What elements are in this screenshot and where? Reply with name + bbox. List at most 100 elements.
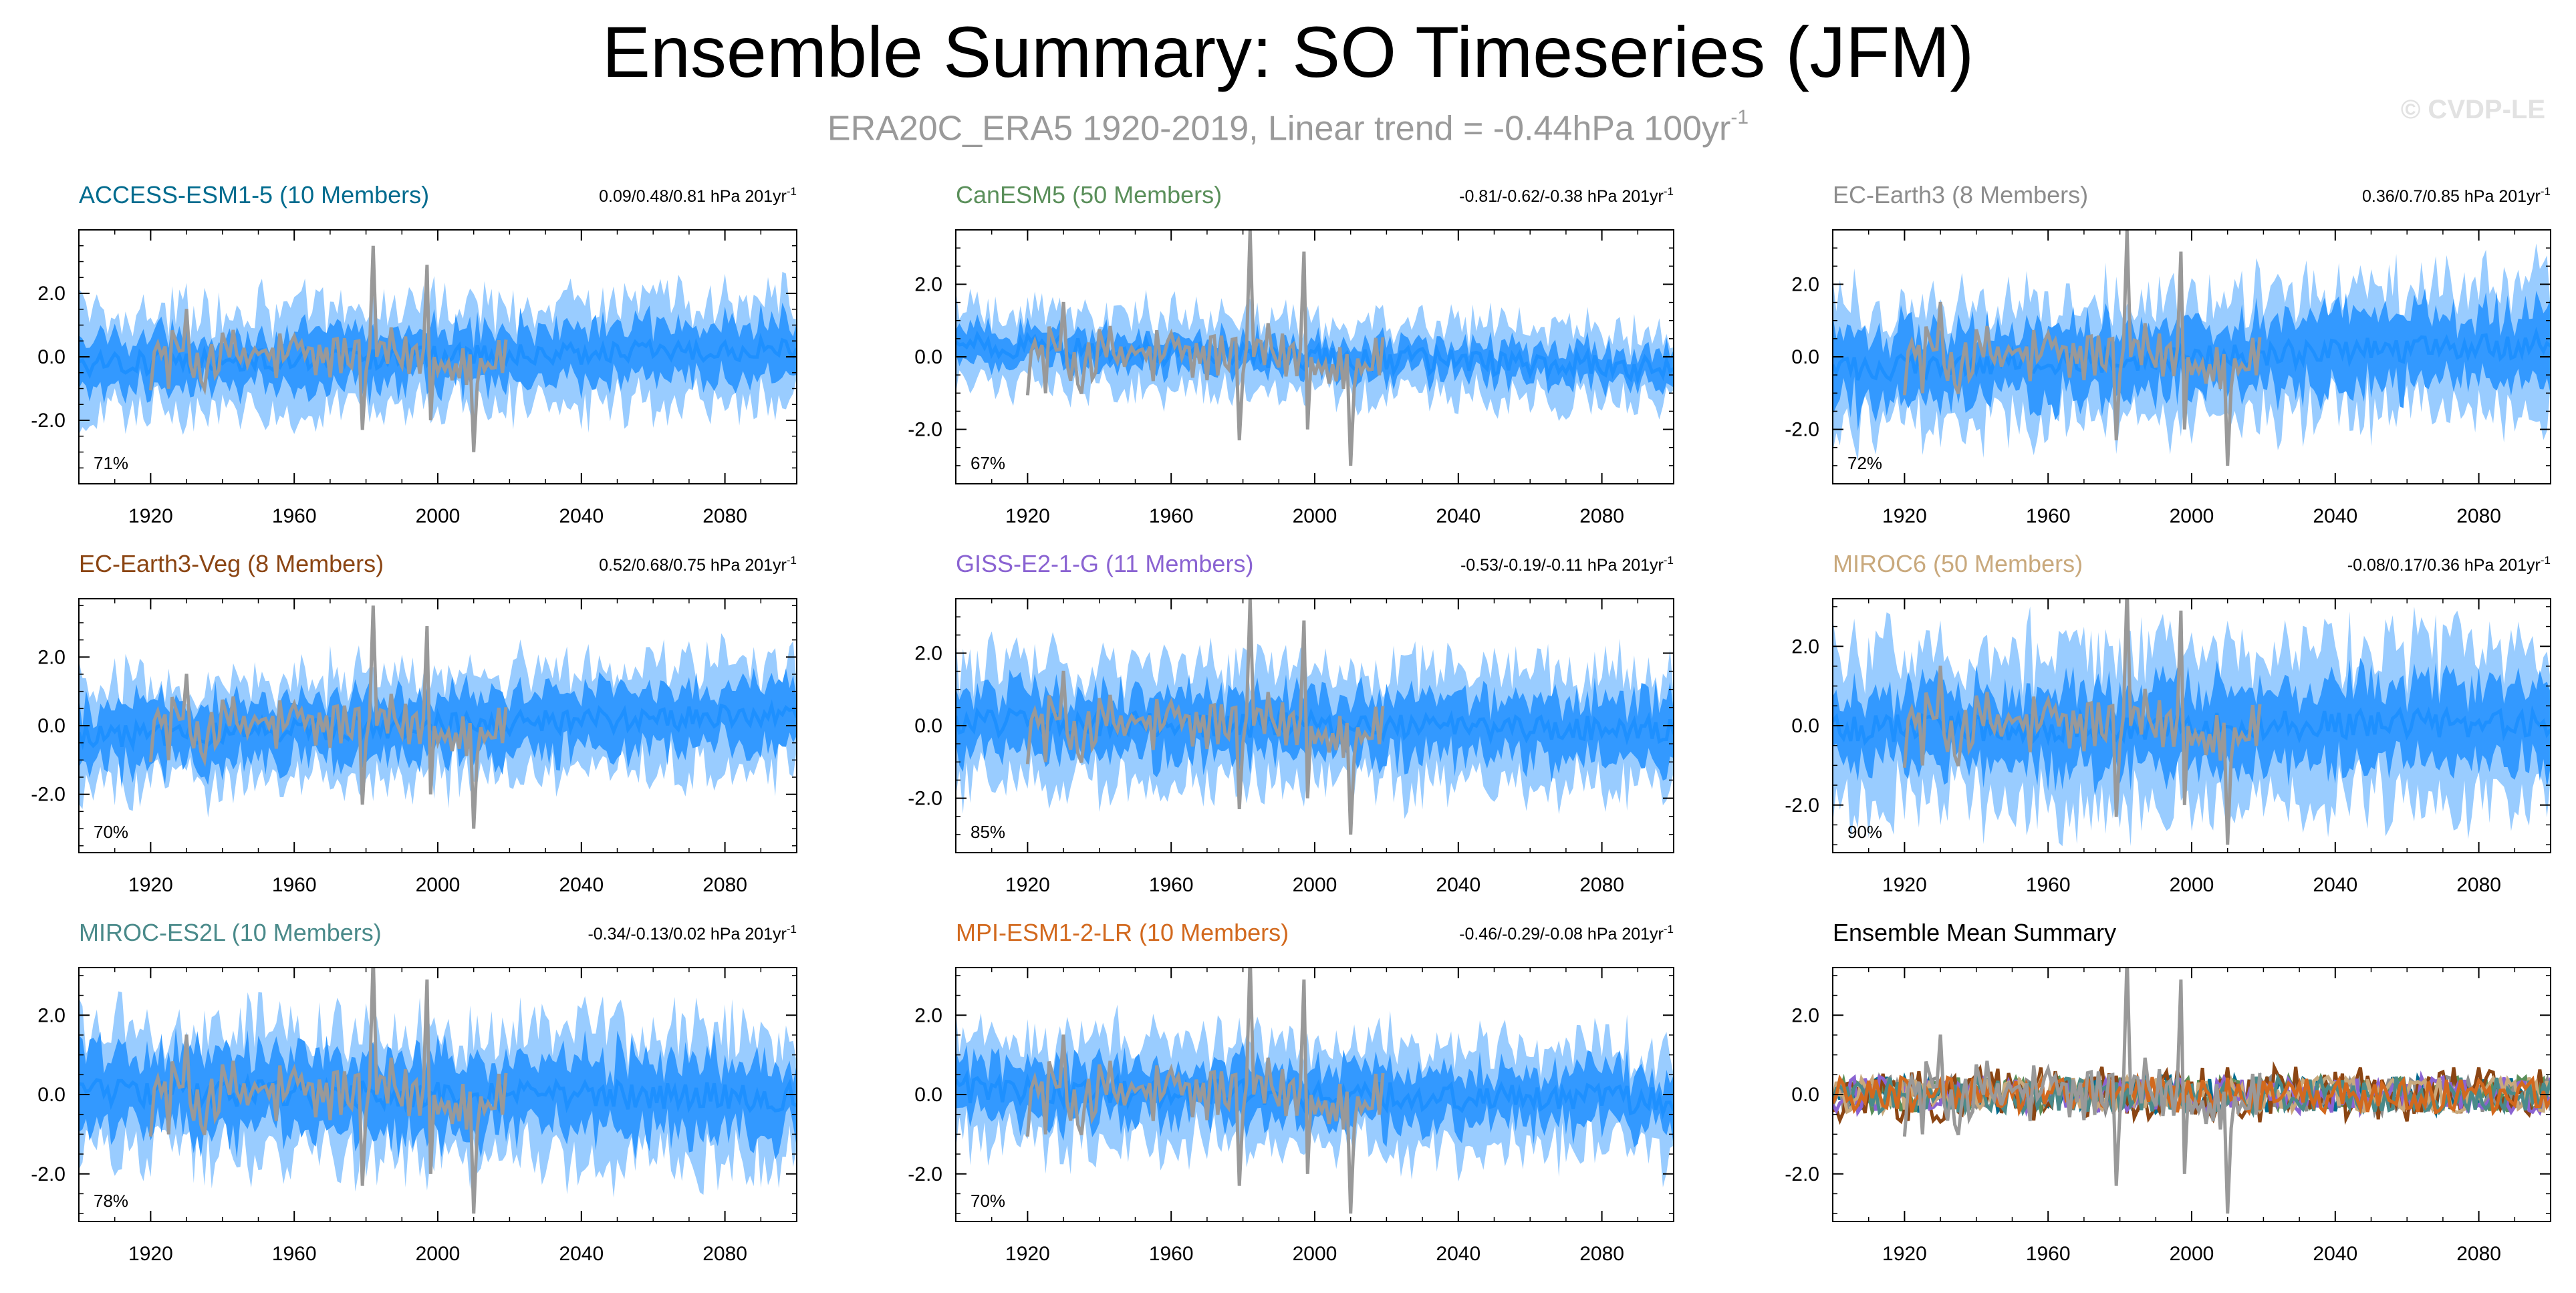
y-tick-label: -2.0 <box>908 788 942 810</box>
x-tick-label: 2040 <box>559 1243 604 1265</box>
y-tick-label: 2.0 <box>1791 273 1819 295</box>
y-tick-label: 2.0 <box>914 273 942 295</box>
y-tick-label: 0.0 <box>37 346 66 368</box>
ensemble-mean-line <box>956 1069 1674 1120</box>
x-tick-label: 2080 <box>702 874 747 896</box>
x-tick-label: 2040 <box>1436 505 1480 527</box>
chart-panel: MPI-ESM1-2-LR (10 Members) -0.46/-0.29/-0… <box>908 919 1674 1265</box>
trend-superscript: -1 <box>2541 185 2551 198</box>
model-title: EC-Earth3-Veg (8 Members) <box>79 550 384 577</box>
trend-superscript: -1 <box>787 923 797 936</box>
y-tick-label: 0.0 <box>1791 1084 1819 1106</box>
y-tick-label: -2.0 <box>1785 419 1819 441</box>
chart-panel: MIROC6 (50 Members) -0.08/0.17/0.36 hPa 2… <box>1785 550 2551 896</box>
x-tick-label: 1920 <box>1882 505 1927 527</box>
x-tick-label: 2000 <box>1293 874 1337 896</box>
x-tick-label: 2000 <box>416 1243 461 1265</box>
x-tick-label: 1920 <box>128 874 173 896</box>
observed-line <box>1902 230 2262 466</box>
x-tick-label: 1920 <box>1005 505 1050 527</box>
percent-label: 85% <box>971 822 1005 842</box>
percent-label: 70% <box>94 822 128 842</box>
y-tick-label: 2.0 <box>37 646 66 668</box>
page-subtitle: ERA20C_ERA5 1920-2019, Linear trend = -0… <box>0 100 2576 150</box>
ensemble-inner-band <box>79 302 797 407</box>
percent-label: 72% <box>1847 453 1882 473</box>
y-tick-label: -2.0 <box>1785 795 1819 817</box>
x-tick-label: 2080 <box>702 505 747 527</box>
plot-area <box>1833 599 2551 847</box>
observed-line <box>148 245 508 452</box>
x-tick-label: 1920 <box>1882 1243 1927 1265</box>
y-tick-label: 2.0 <box>1791 1004 1819 1026</box>
trend-text: -0.53/-0.19/-0.11 hPa 201yr <box>1460 556 1664 575</box>
trend-label: 0.09/0.48/0.81 hPa 201yr-1 <box>599 185 797 206</box>
x-tick-label: 1920 <box>128 505 173 527</box>
trend-superscript: -1 <box>1664 554 1674 567</box>
plot-area <box>956 230 1674 466</box>
x-tick-label: 2000 <box>416 505 461 527</box>
observed-line <box>1902 599 2262 845</box>
x-tick-label: 1960 <box>1149 505 1194 527</box>
chart-panel: MIROC-ES2L (10 Members) -0.34/-0.13/0.02 … <box>31 919 797 1265</box>
x-tick-label: 2040 <box>2313 505 2357 527</box>
x-tick-label: 2000 <box>1293 1243 1337 1265</box>
x-tick-label: 2040 <box>559 874 604 896</box>
trend-label: -0.81/-0.62/-0.38 hPa 201yr-1 <box>1459 185 1674 206</box>
x-tick-label: 2040 <box>1436 1243 1480 1265</box>
plot-area <box>1833 968 2551 1214</box>
trend-superscript: -1 <box>2541 554 2551 567</box>
trend-superscript: -1 <box>787 554 797 567</box>
plot-area <box>79 245 797 452</box>
y-tick-label: 0.0 <box>37 715 66 737</box>
y-tick-label: 0.0 <box>914 346 942 368</box>
y-tick-label: 0.0 <box>1791 715 1819 737</box>
chart-panel: ACCESS-ESM1-5 (10 Members) 0.09/0.48/0.81… <box>31 181 797 527</box>
trend-text: -0.34/-0.13/0.02 hPa 201yr <box>588 925 786 944</box>
observed-line <box>1025 599 1385 835</box>
x-tick-label: 2040 <box>2313 1243 2357 1265</box>
trend-text: -0.81/-0.62/-0.38 hPa 201yr <box>1459 187 1664 206</box>
trend-label: 0.52/0.68/0.75 hPa 201yr-1 <box>599 554 797 575</box>
trend-text: -0.08/0.17/0.36 hPa 201yr <box>2347 556 2541 575</box>
observed-line <box>1025 968 1385 1214</box>
y-tick-label: 2.0 <box>914 1004 942 1026</box>
trend-text: 0.36/0.7/0.85 hPa 201yr <box>2362 187 2541 206</box>
y-tick-label: -2.0 <box>908 1163 942 1185</box>
model-title: MIROC6 (50 Members) <box>1833 550 2083 577</box>
y-tick-label: -2.0 <box>31 1163 66 1185</box>
percent-label: 90% <box>1847 822 1882 842</box>
x-tick-label: 1960 <box>272 874 317 896</box>
x-tick-label: 2040 <box>2313 874 2357 896</box>
chart-panel: CanESM5 (50 Members) -0.81/-0.62/-0.38 hP… <box>908 181 1674 527</box>
ensemble-mean-line <box>1833 705 2551 746</box>
plot-area <box>956 968 1674 1214</box>
model-title: MPI-ESM1-2-LR (10 Members) <box>956 919 1289 946</box>
x-tick-label: 1960 <box>2026 1243 2071 1265</box>
chart-panel: EC-Earth3 (8 Members) 0.36/0.7/0.85 hPa 2… <box>1785 181 2551 527</box>
x-tick-label: 1960 <box>2026 505 2071 527</box>
x-tick-label: 2080 <box>2456 1243 2501 1265</box>
x-tick-label: 2040 <box>559 505 604 527</box>
y-tick-label: 2.0 <box>37 283 66 305</box>
x-tick-label: 1960 <box>2026 874 2071 896</box>
model-title: ACCESS-ESM1-5 (10 Members) <box>79 181 429 208</box>
trend-superscript: -1 <box>787 185 797 198</box>
model-title: Ensemble Mean Summary <box>1833 919 2116 946</box>
y-tick-label: 0.0 <box>1791 346 1819 368</box>
plot-area <box>79 968 797 1214</box>
credit-label: © CVDP-LE <box>2400 95 2545 124</box>
x-tick-label: 2000 <box>2170 505 2214 527</box>
chart-panel: GISS-E2-1-G (11 Members) -0.53/-0.19/-0.1… <box>908 550 1674 896</box>
trend-label: 0.36/0.7/0.85 hPa 201yr-1 <box>2362 185 2551 206</box>
x-tick-label: 2000 <box>416 874 461 896</box>
x-tick-label: 2040 <box>1436 874 1480 896</box>
chart-panel: Ensemble Mean Summary 1920 1960 2000 2040 208… <box>1785 919 2551 1265</box>
trend-text: -0.46/-0.29/-0.08 hPa 201yr <box>1459 925 1664 944</box>
percent-label: 78% <box>94 1191 128 1211</box>
percent-label: 71% <box>94 453 128 473</box>
trend-label: -0.46/-0.29/-0.08 hPa 201yr-1 <box>1459 923 1674 944</box>
plot-area <box>79 605 797 829</box>
x-tick-label: 2080 <box>1579 505 1624 527</box>
x-tick-label: 1920 <box>128 1243 173 1265</box>
